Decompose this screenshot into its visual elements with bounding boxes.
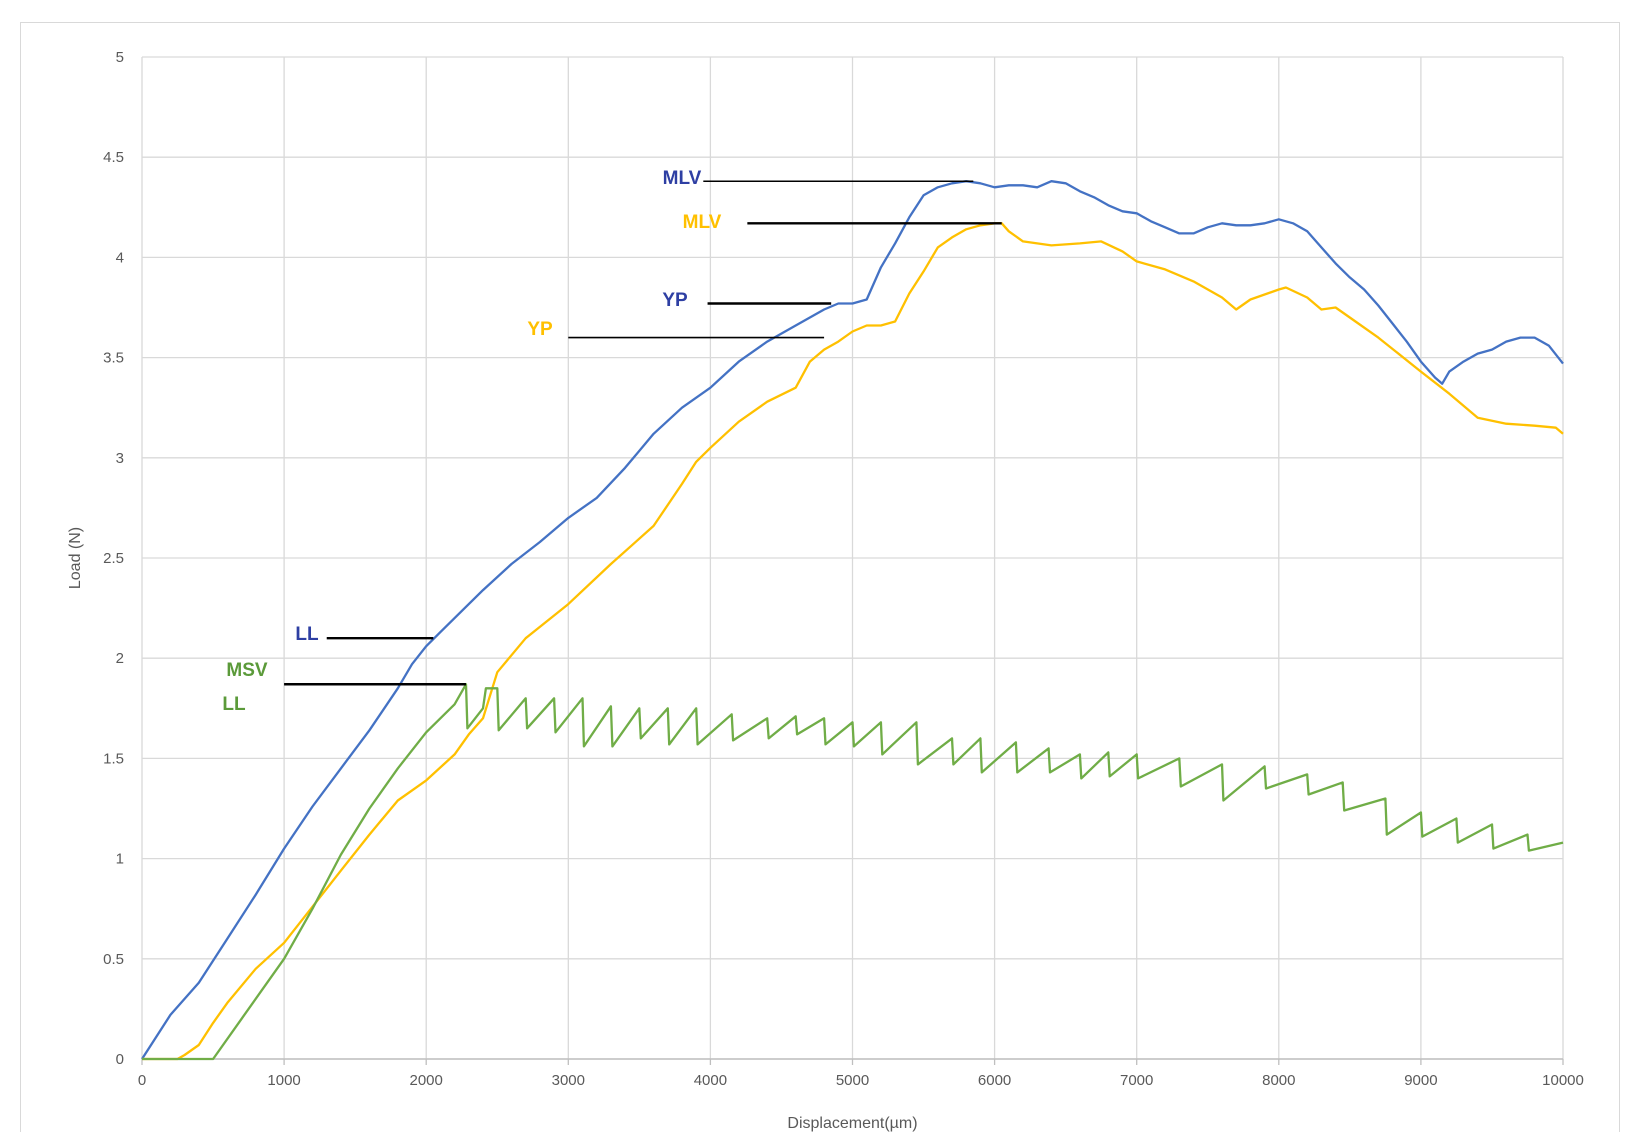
y-tick-label: 1 xyxy=(116,851,124,868)
y-tick-label: 2 xyxy=(116,650,124,667)
x-tick-label: 7000 xyxy=(1120,1072,1153,1089)
y-tick-label: 4.5 xyxy=(103,149,124,166)
x-tick-label: 9000 xyxy=(1404,1072,1437,1089)
x-tick-label: 10000 xyxy=(1542,1072,1584,1089)
annotation-label: MSV xyxy=(226,660,268,681)
x-axis-title: Displacement(µm) xyxy=(787,1115,917,1132)
y-tick-label: 1.5 xyxy=(103,750,124,767)
y-tick-label: 2.5 xyxy=(103,550,124,567)
x-tick-label: 6000 xyxy=(978,1072,1011,1089)
annotation-label: YP xyxy=(662,290,688,311)
chart-frame xyxy=(20,22,1620,1132)
y-tick-label: 3.5 xyxy=(103,350,124,367)
x-tick-label: 4000 xyxy=(694,1072,727,1089)
series-lines xyxy=(141,180,1564,1061)
y-tick-label: 4 xyxy=(116,249,124,266)
annotation-label: YP xyxy=(527,319,553,340)
annotation-label: MLV xyxy=(663,168,702,189)
x-tick-label: 5000 xyxy=(836,1072,869,1089)
annotations: MLV MLV YP YP LL MSV LL xyxy=(222,168,1002,715)
annotation-label: MLV xyxy=(683,212,722,233)
annotation-label: LL xyxy=(222,694,246,715)
y-tick-label: 3 xyxy=(116,450,124,467)
x-tick-label: 8000 xyxy=(1262,1072,1295,1089)
annotation-label: LL xyxy=(295,624,319,645)
y-tick-label: 5 xyxy=(116,49,124,66)
y-axis-ticks: 0 0.5 1 1.5 2 2.5 3 3.5 4 4.5 5 xyxy=(103,49,124,1068)
x-tick-label: 0 xyxy=(138,1072,146,1089)
y-axis-title: Load (N) xyxy=(67,527,84,589)
x-tick-label: 2000 xyxy=(410,1072,443,1089)
series-line-2 xyxy=(142,222,1564,1061)
y-tick-label: 0 xyxy=(116,1051,124,1068)
x-tick-label: 1000 xyxy=(267,1072,300,1089)
x-tick-label: 3000 xyxy=(552,1072,585,1089)
series-line-3 xyxy=(142,683,1564,1061)
x-axis-ticks: 0 1000 2000 3000 4000 5000 6000 7000 8000 9000 100… xyxy=(138,1072,1584,1089)
series-line-1 xyxy=(141,180,1564,1060)
gridlines xyxy=(141,56,1564,1060)
axes xyxy=(141,1058,1564,1065)
y-tick-label: 0.5 xyxy=(103,951,124,968)
